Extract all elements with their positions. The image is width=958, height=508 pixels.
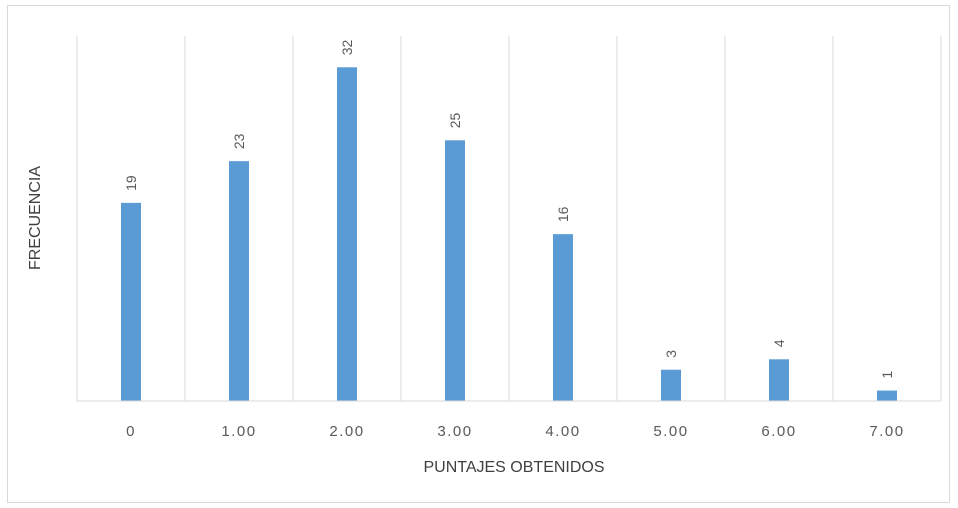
data-label: 3 <box>663 350 679 358</box>
bar-3 <box>445 140 465 402</box>
data-label: 25 <box>447 112 463 128</box>
x-tick-label: 2.00 <box>329 423 364 440</box>
vertical-gridlines <box>76 36 942 401</box>
x-tick-label: 4.00 <box>545 423 580 440</box>
data-label: 1 <box>879 371 895 379</box>
x-tick-label: 1.00 <box>221 423 256 440</box>
bar-7 <box>877 390 897 401</box>
bar-1 <box>229 161 249 401</box>
data-label: 19 <box>123 175 139 191</box>
data-label: 32 <box>339 39 355 55</box>
x-tick-label: 6.00 <box>761 423 796 440</box>
chart-frame <box>7 5 950 503</box>
bar-2 <box>337 67 357 402</box>
x-tick-label: 5.00 <box>653 423 688 440</box>
bar-6 <box>769 359 789 401</box>
data-label: 4 <box>771 339 787 347</box>
bar-4 <box>553 234 573 401</box>
bars <box>121 67 897 402</box>
x-tick-label: 0 <box>126 423 136 440</box>
x-tick-label: 3.00 <box>437 423 472 440</box>
x-axis-title: PUNTAJES OBTENIDOS <box>423 459 604 476</box>
x-tick-labels: 0 1.00 2.00 3.00 4.00 5.00 6.00 7.00 <box>126 423 904 440</box>
bar-5 <box>661 369 681 401</box>
data-label: 23 <box>231 133 247 149</box>
data-labels: 19 23 32 25 16 3 4 1 <box>123 39 895 378</box>
y-axis-title: FRECUENCIA <box>27 166 44 270</box>
data-label: 16 <box>555 206 571 222</box>
x-tick-label: 7.00 <box>869 423 904 440</box>
bar-0 <box>121 202 141 401</box>
